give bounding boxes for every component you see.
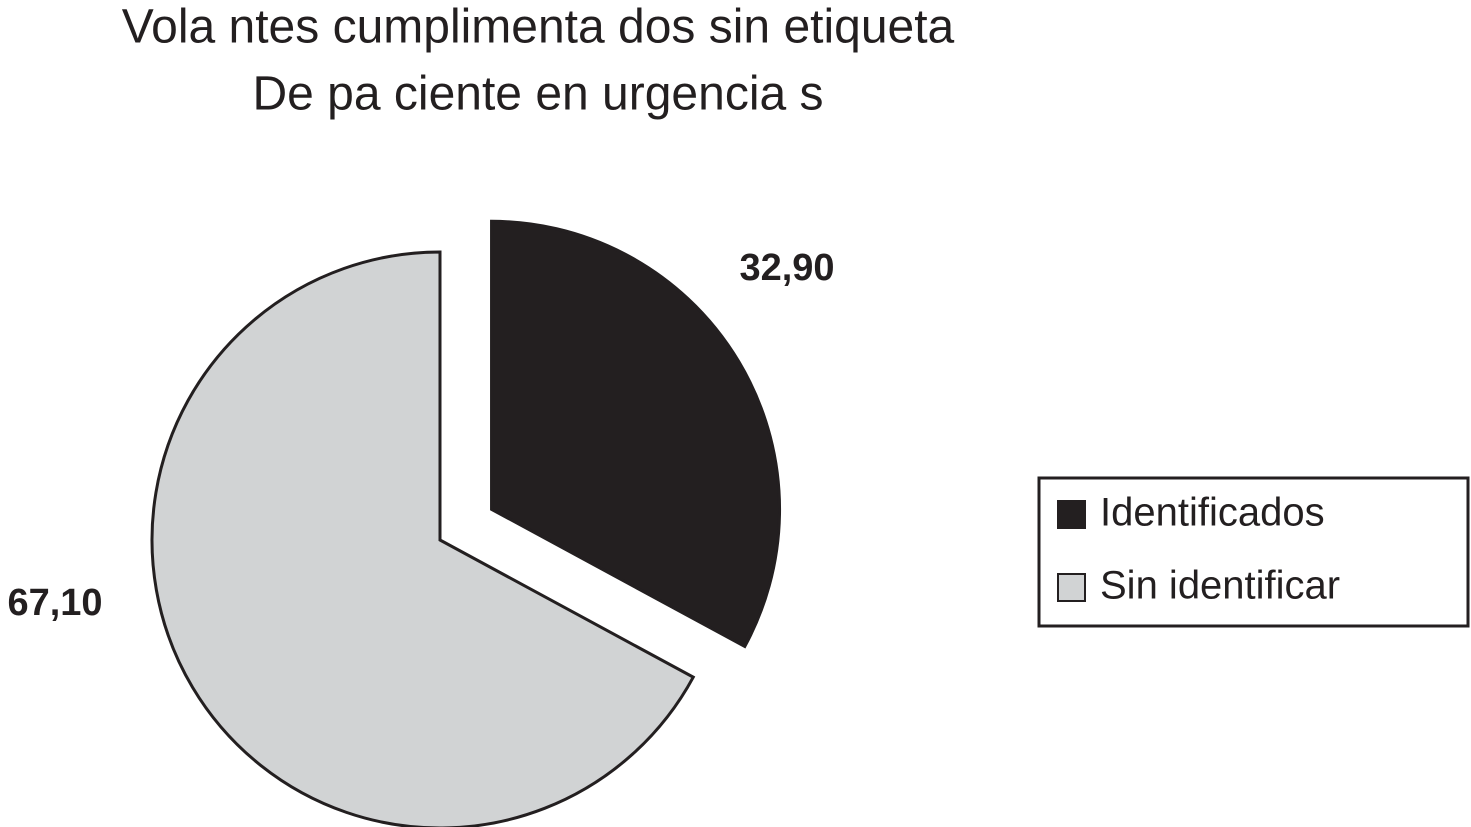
- legend-swatch: [1057, 500, 1086, 529]
- chart-title: De pa ciente en urgencia s: [252, 68, 823, 121]
- pie-slice: [490, 219, 782, 649]
- value-label: 67,10: [7, 582, 102, 624]
- legend-box: [1037, 476, 1470, 628]
- value-label: 32,90: [739, 247, 834, 289]
- legend-label: Identificados: [1100, 491, 1325, 535]
- chart-title: Vola ntes cumplimenta dos sin etiqueta: [122, 1, 955, 54]
- legend-label: Sin identificar: [1100, 564, 1340, 608]
- legend-swatch: [1057, 573, 1086, 602]
- pie-slice: [150, 250, 696, 827]
